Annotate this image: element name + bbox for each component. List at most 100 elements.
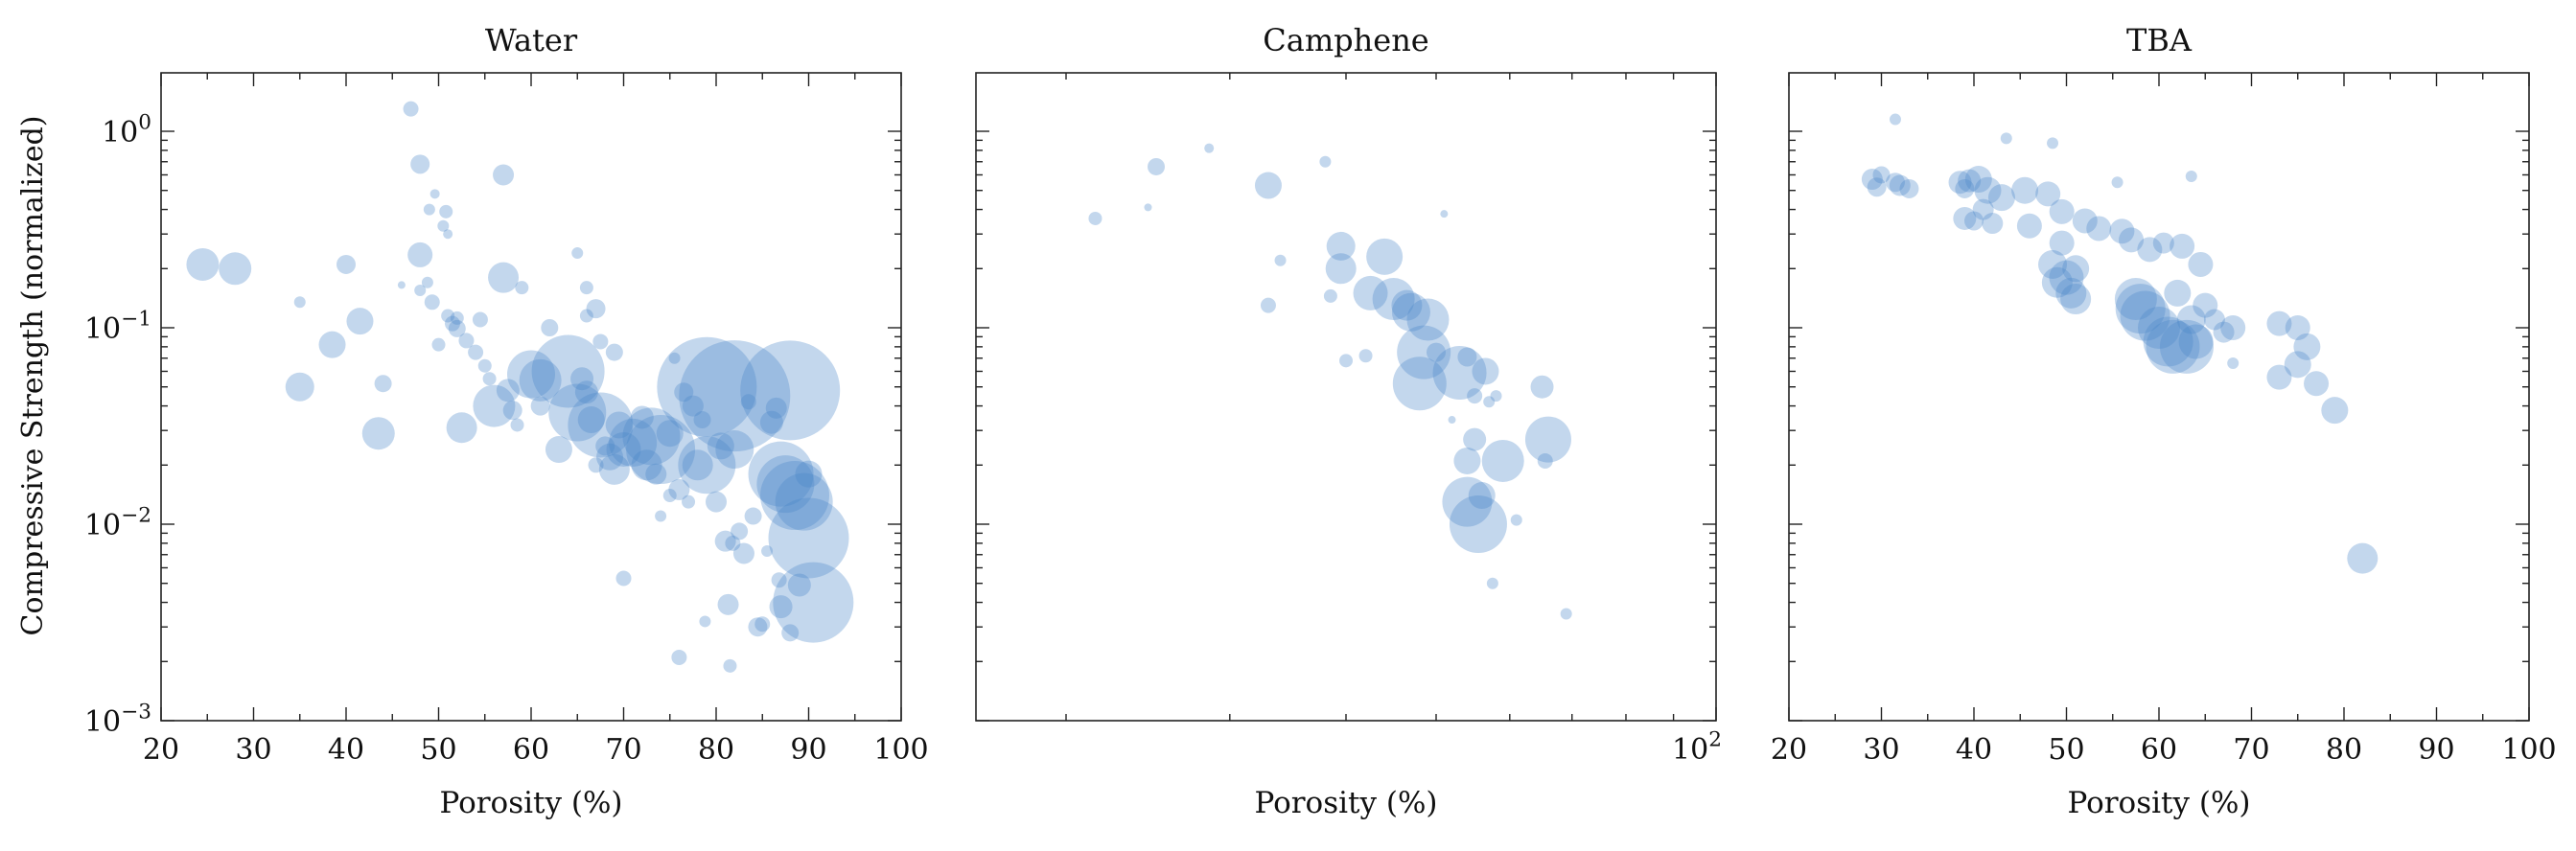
data-point [668, 352, 681, 364]
data-point [423, 203, 435, 216]
panel-title: Water [485, 22, 578, 58]
data-point [715, 430, 754, 470]
data-point [1467, 388, 1483, 404]
data-point [579, 309, 593, 323]
data-point [1948, 171, 1972, 195]
x-axis-label: Porosity (%) [439, 786, 622, 820]
data-point [759, 410, 783, 434]
x-tick-label: 102 [1672, 728, 1722, 768]
data-point [1537, 452, 1553, 469]
data-point [630, 405, 654, 429]
data-point [1391, 289, 1423, 321]
data-point [671, 649, 687, 665]
data-point [1406, 298, 1450, 341]
data-point [2138, 307, 2180, 349]
panel-water: 100 10−1 10−2 10−320 30 40 50 60 70 80 90 100 Water P… [84, 22, 929, 820]
data-point [2164, 279, 2192, 307]
data-point [1524, 416, 1571, 463]
data-point [1958, 169, 1982, 193]
data-point [714, 530, 736, 552]
data-point [588, 457, 604, 473]
data-point [2193, 292, 2218, 318]
x-tick-label: 40 [328, 733, 364, 767]
data-point [318, 331, 346, 358]
data-point [723, 658, 737, 673]
data-point [775, 472, 833, 531]
data-point [337, 254, 356, 274]
data-point [2159, 319, 2214, 374]
data-point [1972, 198, 1994, 220]
data-point [1899, 178, 1919, 198]
data-point [740, 394, 756, 410]
data-point [1872, 166, 1891, 184]
y-axis-label: Compressive Strength (normalized) [16, 116, 50, 636]
data-point [598, 453, 630, 485]
data-point [472, 311, 488, 328]
data-point [574, 380, 598, 404]
data-point [2266, 310, 2292, 336]
x-tick-label: 20 [143, 733, 179, 767]
data-point [668, 478, 690, 500]
data-point [744, 507, 762, 525]
data-point [1323, 288, 1337, 303]
data-point [682, 449, 713, 481]
data-point [568, 392, 634, 458]
data-point [1486, 577, 1498, 589]
data-point [579, 281, 593, 295]
data-point [1885, 172, 1905, 193]
data-point [1339, 354, 1353, 368]
data-point [2304, 371, 2330, 397]
data-point [496, 379, 520, 402]
data-point [2284, 351, 2311, 379]
x-tick-label: 20 [1771, 733, 1807, 767]
data-point [1260, 297, 1276, 313]
data-point [622, 407, 681, 466]
data-point [346, 308, 374, 335]
data-point [1490, 390, 1502, 402]
data-point [678, 436, 736, 494]
data-point [507, 350, 555, 399]
data-point [1982, 213, 2004, 235]
data-point [740, 340, 841, 441]
data-point [448, 319, 466, 337]
data-point [407, 242, 433, 267]
data-points [186, 101, 854, 673]
data-point [2086, 216, 2112, 242]
data-point [2038, 249, 2068, 279]
data-point [592, 334, 609, 350]
x-tick-label: 80 [698, 733, 734, 767]
data-point [1397, 325, 1451, 380]
data-point [2321, 397, 2349, 425]
data-point [1530, 375, 1554, 399]
data-point [414, 284, 427, 296]
y-tick-label: 10−3 [84, 701, 151, 740]
data-point [545, 436, 572, 464]
data-point [1319, 155, 1332, 168]
data-point [577, 406, 605, 434]
data-point [1427, 342, 1447, 362]
x-ticks [1065, 73, 1717, 721]
panel-title: Camphene [1263, 22, 1428, 58]
data-point [725, 535, 741, 551]
x-tick-label: 90 [790, 733, 826, 767]
data-point [403, 101, 419, 117]
data-point [502, 401, 522, 421]
x-tick-label: 70 [2233, 733, 2269, 767]
data-point [606, 432, 641, 468]
data-point [493, 164, 515, 186]
data-point [596, 443, 624, 471]
data-point [761, 545, 774, 558]
plot-frame [1788, 72, 2530, 722]
data-point [482, 372, 497, 386]
data-point [2109, 218, 2135, 244]
data-point [655, 510, 667, 522]
y-tick-label: 10−1 [84, 308, 151, 347]
panel-tba: 20 30 40 50 60 70 80 90 100 TBA Porosity (%) [1771, 22, 2557, 820]
data-point [293, 296, 306, 309]
data-point [2115, 284, 2166, 334]
data-point [444, 315, 460, 332]
data-point [2049, 198, 2075, 224]
data-point [781, 624, 800, 642]
data-point [693, 411, 711, 429]
x-tick-label: 40 [1956, 733, 1992, 767]
